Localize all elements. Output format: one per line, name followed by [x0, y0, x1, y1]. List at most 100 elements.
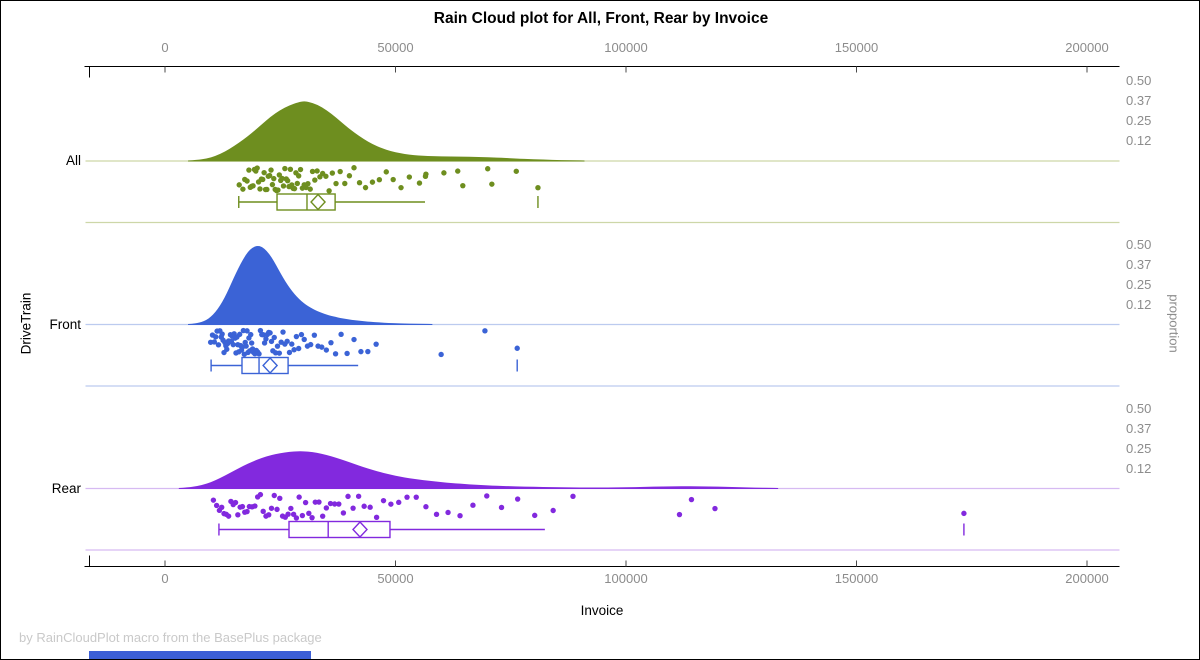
rain-point — [243, 343, 249, 349]
rain-point — [232, 499, 239, 506]
rain-point — [380, 497, 387, 504]
rain-point — [305, 180, 311, 187]
rain-point — [455, 168, 461, 174]
rain-point — [404, 494, 410, 500]
rain-point — [271, 175, 277, 182]
rain-point — [367, 504, 373, 510]
rain-point — [248, 340, 255, 346]
rain-point — [236, 182, 242, 188]
rain-point — [286, 349, 293, 356]
rain-point — [550, 507, 556, 514]
rain-point — [230, 341, 236, 348]
rain-point — [482, 328, 488, 334]
rain-point — [301, 336, 307, 343]
rain-point — [311, 332, 318, 338]
proportion-tick-label: 0.12 — [1126, 460, 1152, 476]
rain-point — [267, 330, 273, 336]
rain-point — [460, 182, 466, 189]
x-axis-title: Invoice — [580, 603, 624, 618]
rain-point — [312, 177, 318, 183]
rain-point — [295, 173, 302, 179]
rain-point — [236, 331, 243, 338]
rain-point — [252, 503, 258, 509]
rain-point — [266, 512, 272, 518]
rain-point — [362, 184, 369, 191]
rain-point — [279, 175, 285, 182]
rain-point — [285, 511, 291, 517]
rain-point — [369, 179, 376, 185]
rain-point — [287, 166, 294, 173]
bottom-axis-tick-label: 200000 — [1065, 571, 1109, 586]
rain-point — [457, 513, 463, 519]
proportion-tick-label: 0.37 — [1126, 256, 1152, 272]
rain-point — [211, 339, 218, 345]
category-label-rear: Rear — [51, 480, 81, 496]
rain-point — [293, 515, 300, 521]
rain-point — [338, 331, 344, 338]
rain-point — [340, 510, 347, 516]
rain-point — [361, 503, 367, 509]
proportion-tick-label: 0.50 — [1126, 73, 1152, 88]
rain-point — [215, 342, 222, 348]
rain-point — [288, 505, 294, 512]
rain-point — [257, 186, 263, 192]
rain-point — [280, 183, 287, 189]
box-iqr — [276, 193, 336, 211]
rain-point — [261, 169, 267, 176]
rain-point — [271, 492, 277, 499]
rain-point — [513, 168, 519, 174]
rain-point — [470, 502, 476, 508]
proportion-tick-label: 0.12 — [1126, 296, 1152, 312]
rain-point — [302, 499, 309, 506]
rain-point — [274, 506, 280, 513]
footer-attribution: by RainCloudPlot macro from the BasePlus… — [19, 630, 322, 645]
proportion-tick-label: 0.25 — [1126, 440, 1152, 456]
footer-highlight-bar — [89, 651, 311, 659]
rain-point — [219, 504, 225, 511]
rain-point — [398, 184, 404, 191]
rain-point — [268, 338, 275, 345]
rain-point — [244, 328, 250, 334]
rain-point — [688, 496, 695, 503]
rain-point — [423, 504, 429, 510]
density-cloud-rear — [178, 451, 779, 489]
rain-point — [294, 180, 301, 187]
proportion-tick-label: 0.25 — [1126, 113, 1152, 128]
rain-point — [269, 181, 276, 188]
rain-point — [260, 508, 266, 515]
rain-point — [306, 510, 312, 517]
rain-point — [316, 499, 322, 505]
mean-diamond — [310, 193, 327, 211]
rain-point — [271, 334, 277, 341]
rain-points-rear — [210, 491, 967, 521]
bottom-axis-tick-label: 0 — [161, 571, 169, 586]
rain-point — [712, 505, 718, 512]
rain-point — [326, 188, 332, 194]
rain-point — [213, 502, 220, 509]
rain-point — [333, 180, 339, 187]
rain-point — [373, 341, 379, 347]
rain-point — [423, 171, 429, 177]
rain-point — [514, 496, 521, 502]
box-iqr — [288, 520, 391, 539]
rain-point — [356, 179, 363, 186]
rain-point — [438, 351, 444, 358]
mean-diamond — [262, 356, 279, 375]
rain-point — [298, 331, 305, 338]
rain-point — [213, 334, 219, 340]
proportion-tick-label: 0.37 — [1126, 93, 1152, 108]
rain-point — [489, 181, 495, 187]
rain-point — [246, 167, 252, 173]
rain-point — [224, 346, 230, 352]
rain-point — [293, 333, 300, 340]
rain-point — [244, 178, 250, 184]
rain-point — [570, 493, 576, 500]
rain-point — [342, 180, 348, 187]
rain-point — [323, 505, 330, 511]
rain-point — [484, 493, 490, 499]
rain-point — [373, 514, 380, 520]
rain-point — [244, 508, 250, 515]
top-axis-tick-label: 150000 — [834, 40, 879, 55]
rain-point — [388, 501, 394, 507]
